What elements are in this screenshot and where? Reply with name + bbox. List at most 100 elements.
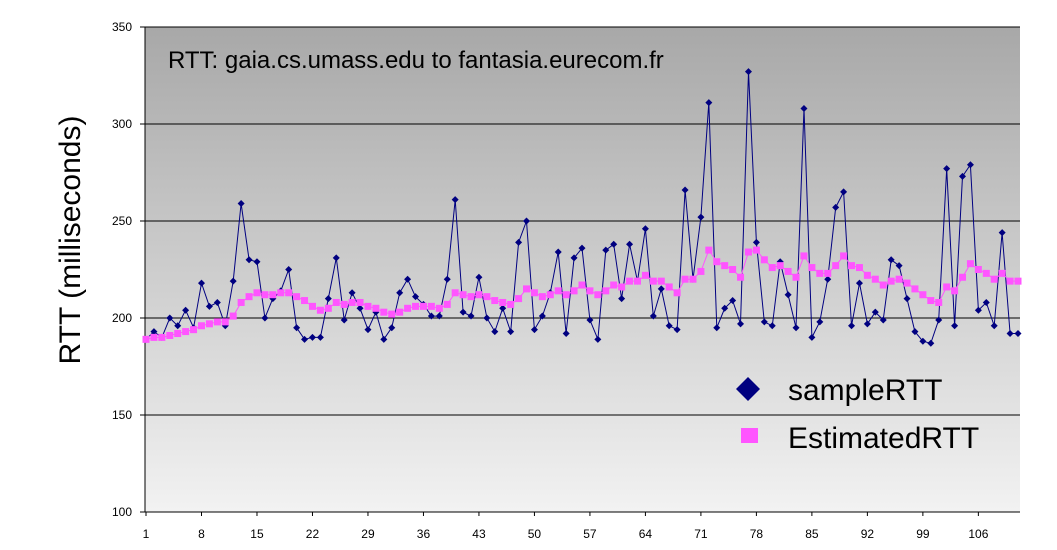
x-tick-label-43: 43 [472,527,486,541]
point-samplertt-12 [229,277,237,285]
point-estimatedrtt-56 [578,281,586,289]
point-estimatedrtt-79 [760,256,768,264]
point-samplertt-23 [316,333,324,341]
point-samplertt-74 [721,304,729,312]
y-tick-label-100: 100 [112,505,132,519]
point-samplertt-87 [824,275,832,283]
point-estimatedrtt-66 [657,277,665,285]
point-samplertt-107 [982,298,990,306]
point-samplertt-34 [404,275,412,283]
point-samplertt-43 [475,273,483,281]
point-samplertt-90 [848,322,856,330]
point-estimatedrtt-1 [142,335,150,343]
point-estimatedrtt-82 [784,267,792,275]
point-estimatedrtt-35 [412,302,420,310]
point-samplertt-97 [903,295,911,303]
point-estimatedrtt-51 [538,293,546,301]
point-estimatedrtt-73 [713,258,721,266]
point-samplertt-64 [641,225,649,233]
point-samplertt-71 [697,213,705,221]
point-samplertt-99 [919,337,927,345]
point-estimatedrtt-25 [332,298,340,306]
point-estimatedrtt-15 [253,289,261,297]
point-estimatedrtt-90 [848,262,856,270]
point-samplertt-94 [879,316,887,324]
point-estimatedrtt-20 [293,293,301,301]
point-estimatedrtt-108 [990,275,998,283]
point-samplertt-27 [348,289,356,297]
point-samplertt-109 [998,229,1006,237]
x-tick-label-92: 92 [861,527,875,541]
point-estimatedrtt-75 [729,266,737,273]
point-estimatedrtt-84 [800,252,808,260]
point-estimatedrtt-87 [824,269,832,277]
point-samplertt-61 [618,295,626,303]
point-samplertt-62 [626,240,634,248]
point-estimatedrtt-88 [832,262,840,270]
point-samplertt-26 [340,316,348,324]
point-samplertt-95 [887,256,895,264]
point-samplertt-110 [1006,330,1014,338]
x-tick-label-22: 22 [306,527,320,541]
y-tick-label-200: 200 [112,311,132,325]
point-estimatedrtt-26 [340,300,348,308]
point-estimatedrtt-92 [863,271,871,279]
point-estimatedrtt-45 [491,297,499,305]
point-estimatedrtt-50 [530,289,538,297]
point-estimatedrtt-57 [586,287,594,295]
point-samplertt-66 [657,285,665,293]
point-estimatedrtt-93 [871,275,879,283]
point-estimatedrtt-58 [594,291,602,299]
point-estimatedrtt-80 [768,264,776,272]
point-estimatedrtt-7 [190,326,198,334]
point-estimatedrtt-31 [380,308,388,316]
point-estimatedrtt-48 [515,295,523,303]
point-estimatedrtt-81 [776,262,784,270]
point-estimatedrtt-44 [483,293,491,301]
point-estimatedrtt-91 [855,264,863,272]
point-estimatedrtt-74 [721,262,729,270]
point-estimatedrtt-101 [935,298,943,306]
series-samplertt [142,68,1022,347]
point-estimatedrtt-72 [705,246,713,254]
point-samplertt-55 [570,254,578,262]
point-estimatedrtt-13 [237,298,245,306]
point-samplertt-89 [840,188,848,196]
point-samplertt-53 [554,248,562,256]
point-estimatedrtt-105 [966,260,974,268]
point-estimatedrtt-9 [205,320,213,328]
y-tick-label-300: 300 [112,117,132,131]
point-samplertt-73 [713,324,721,332]
point-estimatedrtt-27 [348,298,356,306]
point-estimatedrtt-3 [158,333,166,341]
point-samplertt-100 [927,339,935,347]
point-estimatedrtt-104 [959,273,967,281]
point-estimatedrtt-76 [737,273,745,281]
point-estimatedrtt-97 [903,279,911,287]
x-tick-label-1: 1 [143,527,150,541]
point-samplertt-83 [792,324,800,332]
x-tick-labels: 1 8 15 22 29 36 43 50 57 64 71 78 85 92 99 106 [143,512,989,541]
point-samplertt-59 [602,246,610,254]
point-estimatedrtt-85 [808,264,816,272]
point-samplertt-13 [237,200,245,208]
point-samplertt-105 [966,161,974,169]
point-estimatedrtt-60 [610,281,618,289]
gridlines [145,26,1020,416]
point-samplertt-50 [530,326,538,334]
x-tick-label-36: 36 [417,527,431,541]
point-estimatedrtt-6 [182,328,190,336]
y-tick-label-150: 150 [112,408,132,422]
point-estimatedrtt-64 [641,271,649,279]
point-estimatedrtt-34 [404,304,412,312]
point-estimatedrtt-43 [475,291,483,299]
point-samplertt-111 [1014,330,1022,338]
point-samplertt-69 [681,186,689,194]
point-samplertt-39 [443,275,451,283]
point-samplertt-5 [174,322,182,330]
point-samplertt-10 [213,298,221,306]
point-estimatedrtt-16 [261,291,269,299]
point-samplertt-57 [586,316,594,324]
point-estimatedrtt-77 [744,248,752,256]
point-samplertt-78 [752,238,760,246]
